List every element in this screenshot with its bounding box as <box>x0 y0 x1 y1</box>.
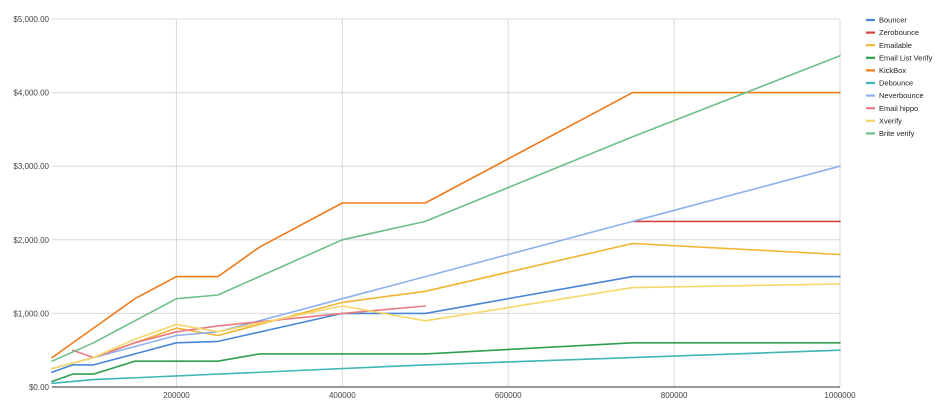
legend-label: Zerobounce <box>879 28 919 37</box>
legend-item-xverify: Xverify <box>866 116 902 125</box>
y-tick-label: $0.00 <box>29 383 50 392</box>
x-tick-label: 800000 <box>661 391 688 400</box>
series-line-debounce <box>51 349 841 385</box>
legend-item-bouncer: Bouncer <box>866 16 907 25</box>
legend-label: Brite verify <box>879 129 915 138</box>
series-line-neverbounce <box>51 165 841 370</box>
legend-label: Email hippo <box>879 104 918 113</box>
y-tick-label: $4,000.00 <box>13 89 49 98</box>
series-line-emailable <box>51 242 841 370</box>
series-line-kickbox <box>51 91 841 359</box>
legend-item-zerobounce: Zerobounce <box>866 28 919 37</box>
legend-label: Emailable <box>879 41 912 50</box>
grid <box>52 18 841 387</box>
legend-label: Bouncer <box>879 16 907 25</box>
series-line-bouncer <box>51 275 841 374</box>
legend-item-kickbox: KickBox <box>866 66 906 75</box>
legend-item-emailable: Emailable <box>866 41 912 50</box>
y-axis-tick-labels: $0.00 $1,000.00 $2,000.00 $3,000.00 $4,000.0… <box>13 15 49 392</box>
x-tick-label: 400000 <box>329 391 356 400</box>
x-axis-tick-labels: 200000 400000 600000 800000 1000000 <box>163 391 856 400</box>
y-tick-label: $2,000.00 <box>13 236 49 245</box>
legend-label: Xverify <box>879 116 902 125</box>
series-lines <box>51 54 841 385</box>
legend-item-neverbounce: Neverbounce <box>866 91 924 100</box>
legend-item-email-hippo: Email hippo <box>866 104 918 113</box>
x-tick-label: 600000 <box>495 391 522 400</box>
y-tick-label: $1,000.00 <box>13 309 49 318</box>
legend-label: Email List Verify <box>879 53 933 62</box>
series-line-brite-verify <box>51 54 841 363</box>
legend-label: KickBox <box>879 66 906 75</box>
series-line-xverify <box>51 283 841 370</box>
y-tick-label: $3,000.00 <box>13 162 49 171</box>
legend-label: Neverbounce <box>879 91 924 100</box>
legend: Bouncer Zerobounce Emailable Email List Ver… <box>866 16 933 138</box>
series-line-email-list-verify <box>51 341 841 383</box>
x-tick-label: 200000 <box>163 391 190 400</box>
legend-item-brite-verify: Brite verify <box>866 129 915 138</box>
y-tick-label: $5,000.00 <box>13 15 49 24</box>
legend-label: Debounce <box>879 79 913 88</box>
legend-item-debounce: Debounce <box>866 79 913 88</box>
legend-item-email-list-verify: Email List Verify <box>866 53 933 62</box>
x-tick-label: 1000000 <box>824 391 856 400</box>
